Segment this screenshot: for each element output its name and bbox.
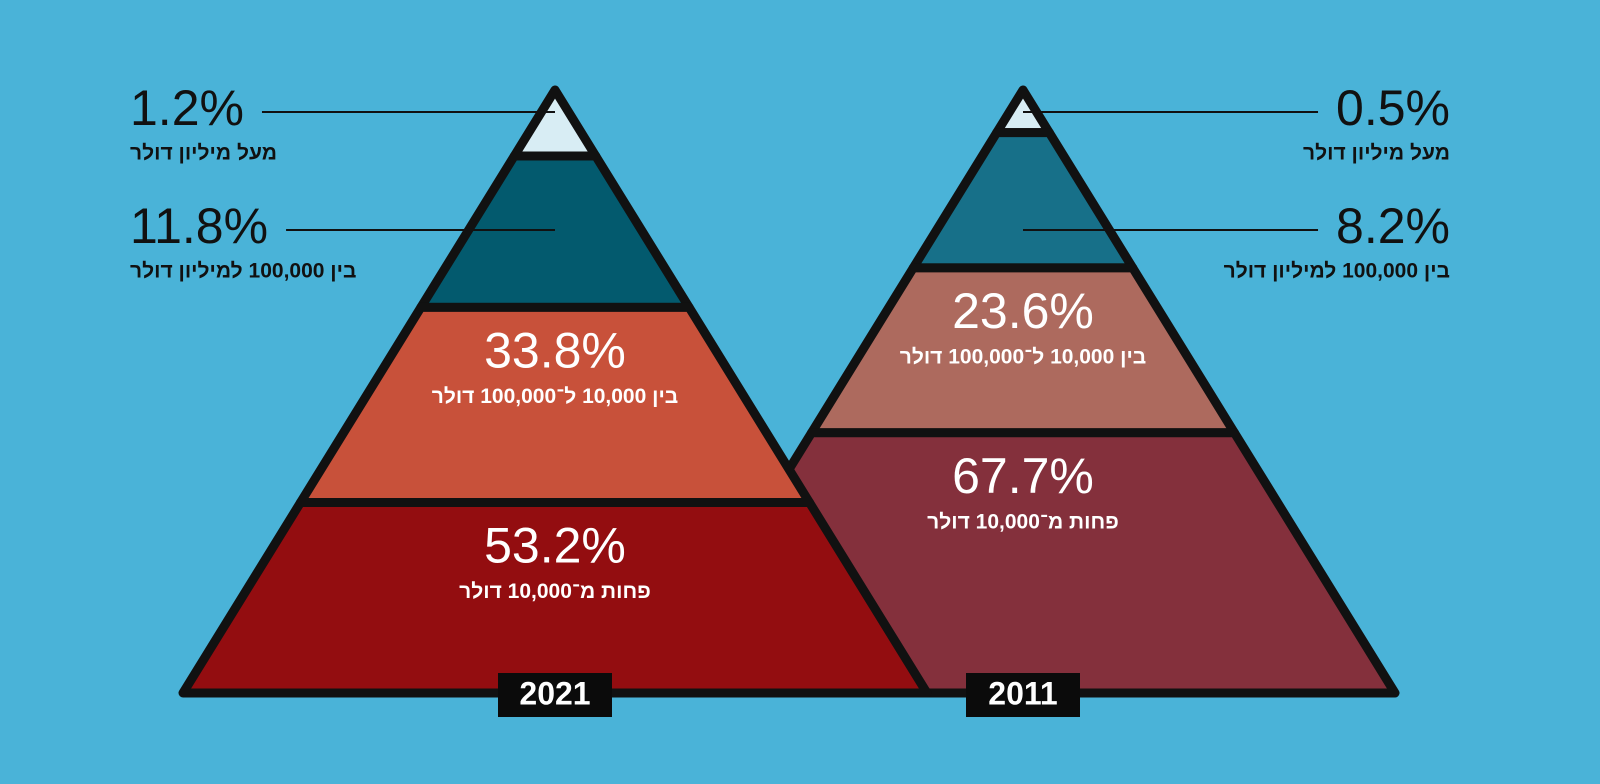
segment-label: מעל מיליון דולר bbox=[130, 142, 277, 165]
value-label: 67.7% bbox=[952, 448, 1094, 504]
value-label: 1.2% bbox=[130, 80, 244, 136]
segment-label: בין 10,000 ל־100,000 דולר bbox=[432, 385, 679, 408]
value-label: 11.8% bbox=[130, 198, 268, 254]
pyramid-segment bbox=[416, 151, 694, 312]
year-badge bbox=[966, 673, 1080, 717]
segment-label: מעל מיליון דולר bbox=[1303, 142, 1450, 165]
value-label: 0.5% bbox=[1336, 80, 1450, 136]
value-label: 8.2% bbox=[1336, 198, 1450, 254]
value-label: 33.8% bbox=[484, 323, 626, 379]
year-label: 2011 bbox=[988, 675, 1057, 711]
segment-label: פחות מ־10,000 דולר bbox=[927, 510, 1119, 533]
segment-label: בין 10,000 ל־100,000 דולר bbox=[900, 345, 1147, 368]
pyramid-segment bbox=[908, 128, 1138, 273]
value-label: 53.2% bbox=[484, 518, 626, 574]
value-label: 23.6% bbox=[952, 283, 1094, 339]
segment-label: בין 100,000 למיליון דולר bbox=[1224, 260, 1450, 283]
segment-label: פחות מ־10,000 דולר bbox=[459, 580, 651, 603]
pyramid: 33.8% בין 10,000 ל־100,000 דולר 53.2% פחות … bbox=[178, 85, 932, 698]
segment-label: בין 100,000 למיליון דולר bbox=[130, 260, 356, 283]
pyramid-segment bbox=[509, 85, 601, 161]
year-badge bbox=[498, 673, 612, 717]
year-label: 2021 bbox=[519, 675, 590, 711]
pyramid-segment bbox=[178, 498, 932, 698]
